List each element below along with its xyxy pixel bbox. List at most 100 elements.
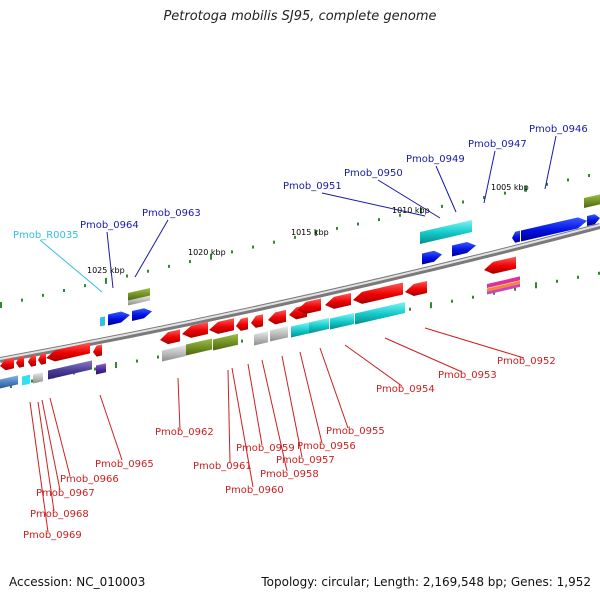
gene-arrow xyxy=(22,374,30,386)
gene-arrow xyxy=(182,322,208,338)
tick-mark xyxy=(514,287,516,291)
gene-arrow xyxy=(521,217,587,242)
leader-line xyxy=(377,179,441,219)
gene-label[interactable]: Pmob_0954 xyxy=(376,384,435,395)
gene-label[interactable]: Pmob_0958 xyxy=(260,469,319,480)
gene-arrow xyxy=(132,308,152,321)
tick-mark xyxy=(357,222,359,226)
gene-arrow xyxy=(251,314,263,328)
tick-mark xyxy=(472,295,474,299)
tick-mark xyxy=(63,289,65,293)
gene-label[interactable]: Pmob_0967 xyxy=(36,488,95,499)
gene-label[interactable]: Pmob_0952 xyxy=(497,356,556,367)
gene-arrow xyxy=(355,302,405,325)
gene-arrow xyxy=(160,329,180,345)
tick-mark xyxy=(210,253,212,260)
gene-arrow xyxy=(213,333,238,351)
gene-arrow xyxy=(93,344,102,357)
gene-arrow xyxy=(100,316,105,327)
gene-arrow xyxy=(128,287,150,301)
gene-arrow xyxy=(128,295,150,306)
tick-mark xyxy=(409,307,411,311)
gene-arrow xyxy=(108,311,130,326)
leader-line xyxy=(227,369,231,464)
tick-mark xyxy=(241,339,243,343)
leader-line xyxy=(435,165,457,213)
gene-arrow xyxy=(291,322,309,338)
leader-line xyxy=(231,367,254,488)
gene-label[interactable]: Pmob_0956 xyxy=(297,441,356,452)
leader-line xyxy=(177,377,181,431)
leader-line xyxy=(344,344,403,387)
gene-label[interactable]: Pmob_0949 xyxy=(406,154,465,165)
gene-arrow xyxy=(487,283,520,295)
tick-mark xyxy=(126,274,128,278)
tick-mark xyxy=(31,379,33,383)
gene-arrow xyxy=(254,331,268,346)
gene-label[interactable]: Pmob_0962 xyxy=(155,427,214,438)
tick-mark xyxy=(21,298,23,302)
scale-labels: 1025 kbp 1020 kbp 1015 kbp 1010 kbp 1005… xyxy=(87,183,529,275)
tick-mark xyxy=(252,245,254,249)
tick-mark xyxy=(420,207,422,214)
gene-label[interactable]: Pmob_0950 xyxy=(344,168,403,179)
gene-arrow xyxy=(325,293,351,309)
gene-features xyxy=(0,194,600,389)
label-leader-lines xyxy=(29,135,557,533)
tick-mark xyxy=(189,260,191,264)
leader-line xyxy=(544,135,557,190)
tick-mark xyxy=(577,275,579,279)
tick-mark xyxy=(115,362,117,369)
tick-mark xyxy=(147,269,149,273)
tick-mark xyxy=(462,200,464,204)
gene-arrow xyxy=(487,276,520,288)
gene-label[interactable]: Pmob_0965 xyxy=(95,459,154,470)
gene-arrow xyxy=(268,309,286,325)
gene-label[interactable]: Pmob_0951 xyxy=(283,181,342,192)
gene-label[interactable]: Pmob_0969 xyxy=(23,530,82,541)
gene-label[interactable]: Pmob_0968 xyxy=(30,509,89,520)
gene-label[interactable]: Pmob_0963 xyxy=(142,208,201,219)
tick-mark xyxy=(294,235,296,239)
gene-label[interactable]: Pmob_0953 xyxy=(438,370,497,381)
gene-label[interactable]: Pmob_0955 xyxy=(326,426,385,437)
tick-mark xyxy=(378,218,380,222)
gene-label[interactable]: Pmob_0960 xyxy=(225,485,284,496)
gene-label[interactable]: Pmob_0966 xyxy=(60,474,119,485)
leader-line xyxy=(247,363,263,446)
tick-mark xyxy=(546,182,548,186)
gene-label[interactable]: Pmob_0961 xyxy=(193,461,252,472)
tick-mark xyxy=(399,213,401,217)
tick-mark xyxy=(451,299,453,303)
leader-line xyxy=(319,347,349,429)
gene-arrow xyxy=(309,317,329,334)
tick-mark xyxy=(430,302,432,309)
leader-line xyxy=(99,394,123,461)
leader-line xyxy=(106,231,114,289)
gene-label[interactable]: Pmob_0947 xyxy=(468,139,527,150)
gene-arrow xyxy=(38,352,46,365)
gene-arrow xyxy=(584,194,600,208)
gene-arrow xyxy=(162,344,186,362)
gene-label[interactable]: Pmob_0964 xyxy=(80,220,139,231)
tick-mark xyxy=(483,196,485,200)
leader-line xyxy=(37,401,55,512)
gene-arrow xyxy=(420,220,472,244)
gene-arrow xyxy=(270,326,288,342)
lower-gene-labels: Pmob_0969 Pmob_0968 Pmob_0967 Pmob_0966 … xyxy=(23,356,556,541)
gene-arrow xyxy=(452,242,476,257)
leader-line xyxy=(321,192,426,217)
gene-label[interactable]: Pmob_0959 xyxy=(236,443,295,454)
gene-label[interactable]: Pmob_0957 xyxy=(276,455,335,466)
tick-mark xyxy=(157,355,159,359)
accession-text: Accession: NC_010003 xyxy=(9,575,146,589)
leader-line xyxy=(483,150,496,204)
gene-arrow xyxy=(186,338,212,356)
tick-mark xyxy=(598,271,600,275)
leader-line xyxy=(261,359,288,472)
gene-label[interactable]: Pmob_R0035 xyxy=(13,230,79,241)
map-title: Petrotoga mobilis SJ95, complete genome xyxy=(163,9,437,24)
gene-label[interactable]: Pmob_0946 xyxy=(529,124,588,135)
gene-arrow xyxy=(487,280,520,292)
